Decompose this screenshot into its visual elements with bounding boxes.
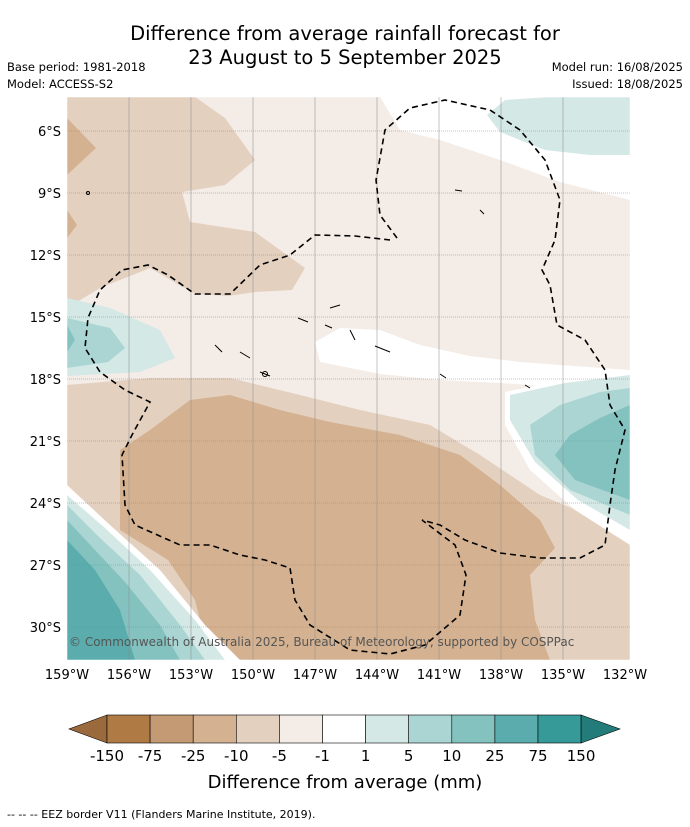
lon-label: 153°W [169,668,213,683]
lat-label: 15°S [30,311,61,326]
legend-tick-label: 1 [361,747,371,765]
legend-labels: -150 -75 -25 -10 -5 -1 1 5 10 25 75 150 [90,747,595,765]
lon-label: 144°W [355,668,399,683]
legend-swatch [106,714,151,744]
map-field [67,97,630,660]
map-title: Difference from average rainfall forecas… [0,22,690,70]
lon-label: 156°W [107,668,151,683]
lat-label: 24°S [30,497,61,512]
map-frame [66,96,631,661]
base-period: Base period: 1981-2018 [7,60,146,74]
lon-label: 150°W [231,668,275,683]
eez-border [84,99,626,655]
legend-swatch [236,714,280,744]
legend-colorbar [68,714,621,744]
legend-tick-label: -1 [315,747,330,765]
legend-tick-label: -5 [272,747,287,765]
legend-tick-label: -10 [224,747,249,765]
islands [86,189,531,389]
lat-label: 27°S [30,559,61,574]
sw-wet-centre [67,540,135,660]
model-run: Model run: 16/08/2025 [551,60,683,74]
legend-swatch [537,714,582,744]
lon-label: 132°W [603,668,647,683]
legend-swatch [408,714,453,744]
legend-title: Difference from average (mm) [208,772,483,793]
lat-label: 30°S [30,621,61,636]
legend-tick-label: 150 [567,747,596,765]
issued-date: Issued: 18/08/2025 [572,77,683,91]
legend-extend-left [68,714,108,744]
legend-swatch [279,714,323,744]
copyright-text: © Commonwealth of Australia 2025, Bureau… [69,635,574,649]
legend-swatch [149,714,194,744]
lon-label: 159°W [45,668,89,683]
nw-dry-core-2 [67,210,77,238]
lon-label: 135°W [541,668,585,683]
legend-swatch [365,714,410,744]
lat-label: 21°S [30,435,61,450]
title-line-1: Difference from average rainfall forecas… [130,22,560,45]
nw-dry-core [67,118,96,175]
legend-swatch [494,714,539,744]
ne-wet-zone [487,97,630,155]
lon-label: 138°W [479,668,523,683]
latitude-labels: 6°S 9°S 12°S 15°S 18°S 21°S 24°S 27°S 30… [30,125,61,636]
legend-tick-label: 25 [485,747,504,765]
meta-left: Base period: 1981-2018 Model: ACCESS-S2 [7,59,146,93]
legend-swatch [322,714,366,744]
legend-tick-label: 75 [528,747,547,765]
legend-swatch [451,714,496,744]
legend-extend-right [580,714,621,744]
model-name: Model: ACCESS-S2 [7,77,114,91]
lat-label: 9°S [38,187,61,202]
lat-label: 12°S [30,249,61,264]
west-wet-core [67,318,125,368]
legend-swatch [192,714,237,744]
legend-tick-label: 5 [404,747,414,765]
lat-label: 18°S [30,373,61,388]
south-dry-core [120,395,555,660]
gridlines [67,97,630,660]
meta-right: Model run: 16/08/2025 Issued: 18/08/2025 [552,59,683,93]
lon-label: 141°W [417,668,461,683]
east-wet-core [555,405,630,500]
central-neutral-band [315,328,630,387]
legend-tick-label: -75 [138,747,163,765]
longitude-labels: 159°W 156°W 153°W 150°W 147°W 144°W 141°… [45,668,647,683]
west-wet-centre [67,325,75,352]
legend-tick-label: 10 [442,747,461,765]
lat-label: 6°S [38,125,61,140]
legend-tick-label: -25 [181,747,206,765]
legend-tick-label: -150 [90,747,124,765]
eez-footnote: -- -- -- EEZ border V11 (Flanders Marine… [7,808,316,821]
lon-label: 147°W [293,668,337,683]
title-line-2: 23 August to 5 September 2025 [188,46,502,69]
